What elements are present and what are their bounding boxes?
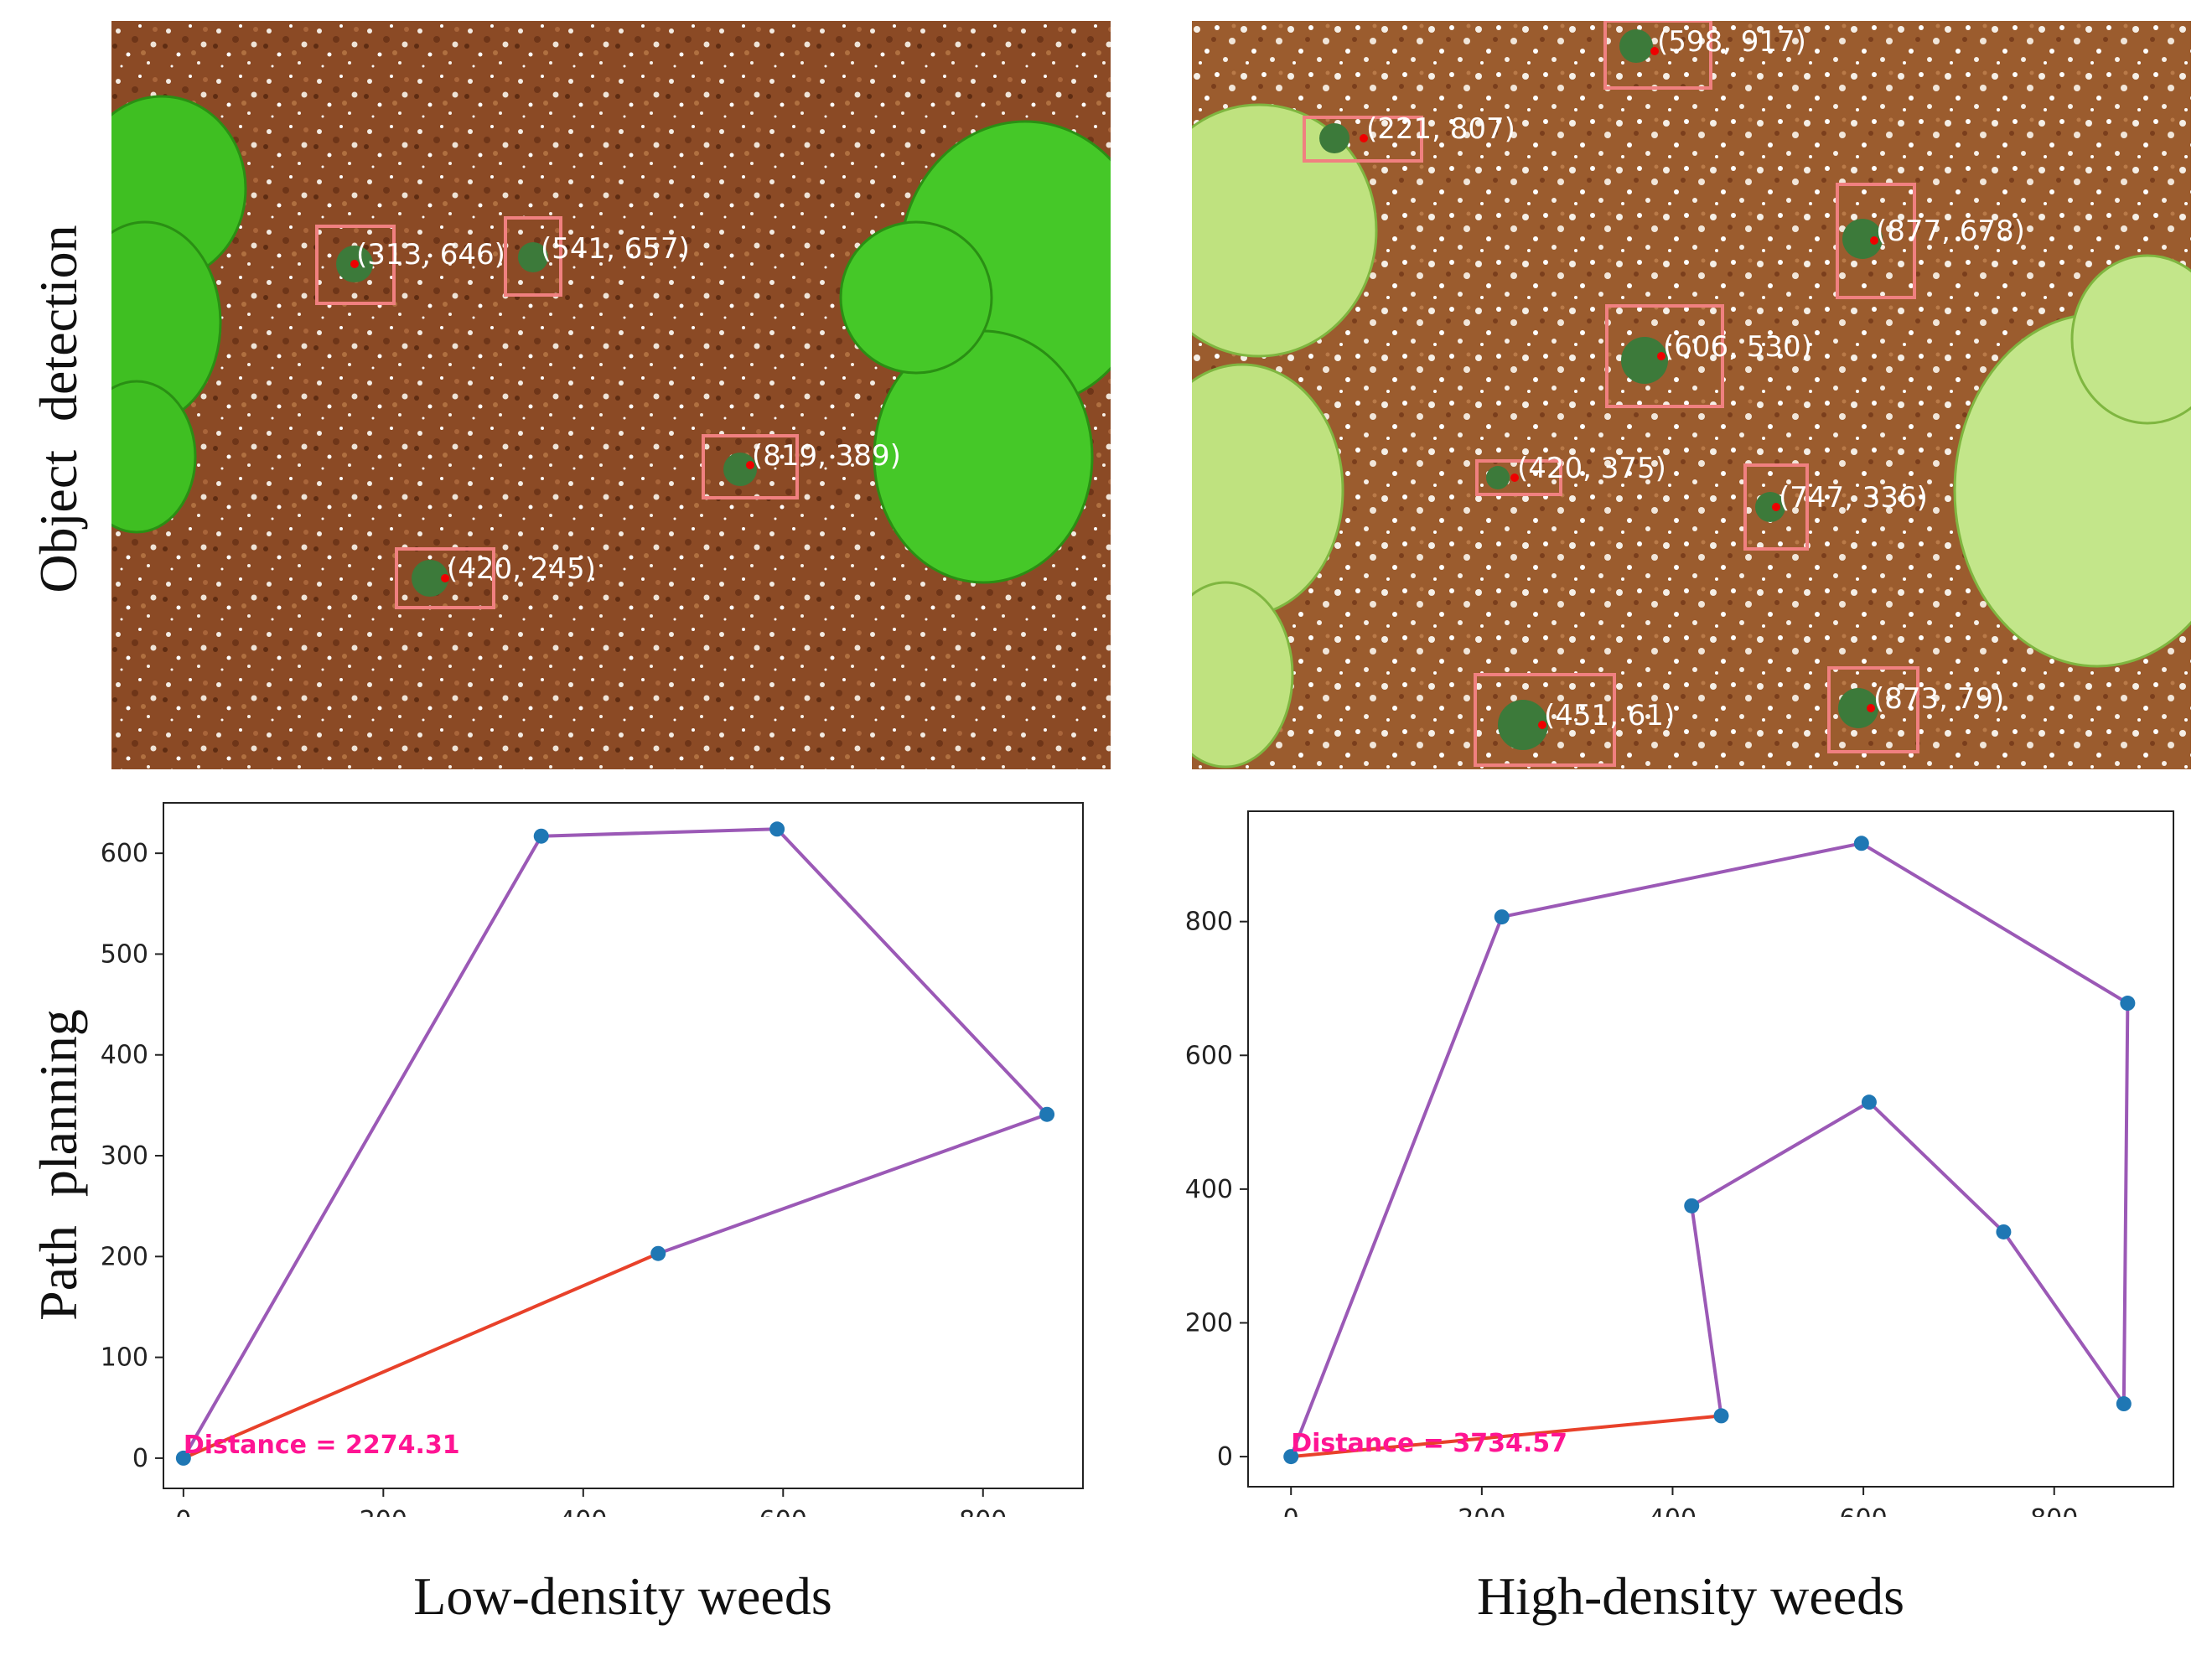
high-density-detection-photo: (598, 917) (221, 807) (877, 678) (606, 5… bbox=[1192, 21, 2191, 769]
detection-label: (873, 79) bbox=[1873, 682, 2004, 716]
weed-box-1: (598, 917) bbox=[1603, 21, 1806, 90]
weed-box-4: (606, 530) bbox=[1605, 304, 1812, 408]
y-tick-label: 400 bbox=[101, 1041, 148, 1070]
data-point bbox=[1283, 1449, 1299, 1465]
data-point bbox=[1039, 1106, 1055, 1122]
distance-annotation: Distance = 2274.31 bbox=[184, 1431, 460, 1460]
data-point bbox=[1713, 1408, 1729, 1424]
data-point bbox=[533, 828, 549, 844]
x-tick-label: 400 bbox=[559, 1506, 607, 1517]
detection-label: (819, 389) bbox=[752, 439, 901, 473]
plot-frame bbox=[1247, 810, 2174, 1488]
y-tick-label: 200 bbox=[101, 1242, 148, 1271]
weed-box-5: (420, 375) bbox=[1475, 452, 1666, 496]
column-label-low-density: Low-density weeds bbox=[413, 1566, 832, 1626]
weed-box-3: (877, 678) bbox=[1836, 183, 2025, 299]
weed-box-1: (313, 646) bbox=[315, 225, 505, 305]
data-point bbox=[2120, 996, 2136, 1012]
y-tick-label: 600 bbox=[1185, 1041, 1233, 1070]
y-tick-label: 800 bbox=[1185, 908, 1233, 937]
data-point bbox=[769, 821, 785, 837]
detection-label: (420, 245) bbox=[447, 552, 596, 586]
detection-label: (877, 678) bbox=[1876, 215, 2025, 248]
series-line-return-segment bbox=[1291, 1414, 1722, 1459]
low-density-detection-photo: (313, 646) (541, 657) (819, 389) (420, 2… bbox=[111, 21, 1111, 769]
data-point bbox=[650, 1245, 666, 1261]
distance-annotation: Distance = 3734.57 bbox=[1291, 1429, 1567, 1458]
y-tick-label: 400 bbox=[1185, 1175, 1233, 1204]
lettuce-right bbox=[839, 120, 1111, 584]
x-tick-label: 800 bbox=[959, 1506, 1007, 1517]
data-point bbox=[1996, 1224, 2012, 1239]
x-tick-label: 200 bbox=[1458, 1504, 1505, 1517]
detection-label: (606, 530) bbox=[1663, 330, 1812, 364]
detection-label: (451, 61) bbox=[1544, 699, 1675, 732]
detection-label: (313, 646) bbox=[356, 238, 505, 272]
y-tick-label: 600 bbox=[101, 839, 148, 868]
weed-box-2: (221, 807) bbox=[1303, 112, 1515, 163]
detection-label: (598, 917) bbox=[1657, 25, 1806, 59]
y-tick-label: 0 bbox=[132, 1444, 148, 1473]
y-tick-label: 500 bbox=[101, 939, 148, 969]
high-density-path-plot: 0 200 400 600 800 0 200 400 600 800 Distance = 373… bbox=[1185, 810, 2174, 1517]
x-tick-label: 400 bbox=[1649, 1504, 1697, 1517]
data-point bbox=[1861, 1095, 1877, 1110]
low-density-path-plot: 0 200 400 600 800 0 100 200 300 400 500 600 Distance… bbox=[101, 802, 1084, 1517]
x-tick-label: 600 bbox=[759, 1506, 807, 1517]
data-point bbox=[2116, 1396, 2132, 1412]
y-tick-label: 300 bbox=[101, 1141, 148, 1171]
weed-box-4: (420, 245) bbox=[395, 547, 596, 609]
y-tick-label: 100 bbox=[101, 1343, 148, 1373]
x-tick-label: 0 bbox=[1283, 1504, 1299, 1517]
data-point bbox=[175, 1450, 191, 1466]
plot-frame bbox=[163, 802, 1084, 1489]
detection-label: (747, 336) bbox=[1779, 481, 1928, 515]
x-tick-label: 0 bbox=[175, 1506, 191, 1517]
column-label-high-density: High-density weeds bbox=[1476, 1566, 1905, 1626]
weed-box-8: (873, 79) bbox=[1827, 666, 2004, 753]
detection-label: (221, 807) bbox=[1366, 112, 1515, 146]
detection-label: (420, 375) bbox=[1517, 452, 1666, 485]
series-line-return-segment bbox=[183, 1251, 660, 1460]
y-tick-label: 200 bbox=[1185, 1308, 1233, 1338]
lettuce-left bbox=[1192, 103, 1378, 768]
weed-box-2: (541, 657) bbox=[504, 216, 690, 297]
weed-box-7: (451, 61) bbox=[1474, 673, 1675, 767]
data-point bbox=[1494, 909, 1510, 925]
data-point bbox=[1853, 836, 1869, 851]
x-tick-label: 600 bbox=[1839, 1504, 1887, 1517]
weed-box-6: (747, 336) bbox=[1743, 463, 1928, 551]
detection-label: (541, 657) bbox=[541, 232, 690, 266]
row-label-object-detection: Object detection bbox=[28, 225, 88, 593]
x-tick-label: 800 bbox=[2030, 1504, 2078, 1517]
x-tick-label: 200 bbox=[360, 1506, 407, 1517]
weed-box-3: (819, 389) bbox=[702, 434, 901, 499]
data-point bbox=[1684, 1198, 1700, 1214]
lettuce-right bbox=[1953, 254, 2191, 668]
lettuce-left bbox=[111, 95, 247, 534]
y-tick-label: 0 bbox=[1217, 1442, 1233, 1472]
